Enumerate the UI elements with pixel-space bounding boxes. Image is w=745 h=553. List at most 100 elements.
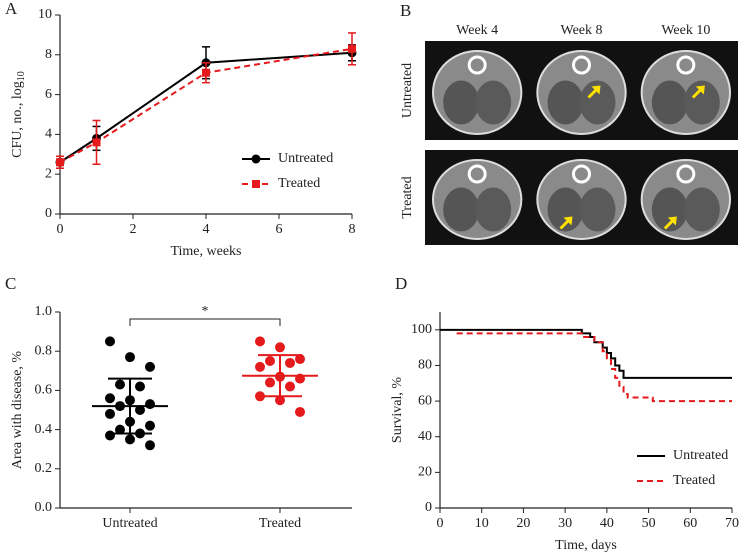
y-tick-label: 10 (38, 7, 52, 22)
y-axis-label: Area with disease, % (10, 351, 25, 470)
ct-lung (443, 80, 480, 125)
ct-lung (547, 80, 584, 125)
y-tick-label: 2 (45, 166, 52, 181)
y-tick-label: 0 (425, 500, 432, 515)
marker (251, 154, 261, 164)
point (135, 381, 145, 392)
x-axis-label: Time, weeks (170, 244, 241, 259)
column-label: Week 10 (661, 23, 710, 38)
arrow-head (563, 216, 573, 226)
y-tick-label: 6 (45, 87, 52, 102)
ct-lung (579, 187, 616, 232)
x-tick-label: 6 (276, 222, 283, 237)
x-tick-label: 30 (558, 516, 572, 531)
y-axis-label-text: Area with disease, % (10, 351, 25, 470)
point (145, 440, 155, 451)
ct-spine (676, 55, 696, 75)
y-tick-label: 20 (418, 465, 432, 480)
series-line (456, 332, 732, 403)
y-axis-label: CFU, no., log10 (10, 71, 27, 158)
arrow-head (591, 85, 601, 95)
significance-bracket (129, 318, 281, 326)
arrow-head (695, 85, 705, 95)
x-tick-label: Untreated (102, 516, 157, 531)
y-tick-label: 8 (45, 47, 52, 62)
y-tick-label: 80 (418, 358, 432, 373)
ct-spine (467, 55, 487, 75)
y-axis-label-text: CFU, no., log (10, 81, 25, 158)
point (105, 408, 115, 419)
y-tick-label: 4 (45, 127, 52, 142)
sd-bar (258, 354, 302, 398)
point (125, 352, 135, 363)
x-tick-label: 10 (475, 516, 489, 531)
point (295, 406, 305, 417)
y-axis-label-sub: 10 (16, 71, 27, 81)
point (105, 393, 115, 404)
x-tick-label: 4 (203, 222, 210, 237)
y-tick-label: 0.8 (35, 343, 53, 358)
point (255, 361, 265, 372)
ct-spine (572, 164, 591, 184)
ct-lung (651, 80, 688, 125)
point (115, 424, 125, 435)
x-tick-label: 50 (642, 516, 656, 531)
arrow-head (667, 216, 677, 226)
point (265, 356, 275, 366)
column-label: Week 8 (560, 23, 602, 38)
y-tick-label: 0.2 (35, 461, 53, 476)
y-tick-label: 1.0 (35, 304, 53, 319)
marker (92, 138, 101, 147)
y-tick-label: 0.0 (35, 500, 53, 515)
point (115, 379, 125, 390)
x-tick-label: 20 (516, 516, 530, 531)
panel-label: C (5, 274, 16, 293)
point (285, 381, 295, 392)
ct-lung (547, 187, 584, 232)
point (285, 357, 295, 368)
marker (252, 180, 260, 188)
point (105, 430, 115, 441)
legend-label: Untreated (278, 151, 333, 166)
point (145, 361, 155, 372)
x-tick-label: 2 (130, 222, 137, 237)
x-tick-label: Treated (259, 516, 301, 531)
x-tick-label: 0 (57, 222, 64, 237)
y-tick-label: 0 (45, 206, 52, 221)
marker (202, 68, 210, 77)
x-tick-label: 8 (349, 222, 356, 237)
point (295, 354, 305, 365)
legend-label: Untreated (673, 448, 728, 463)
y-axis-label: Survival, % (390, 377, 405, 443)
point (255, 336, 265, 347)
x-tick-label: 70 (725, 516, 739, 531)
ct-lung (683, 187, 720, 232)
point (145, 420, 155, 431)
sd-bar (108, 377, 152, 435)
point (135, 405, 145, 415)
row-label: Treated (400, 176, 415, 218)
panel-label: D (395, 274, 407, 293)
ct-lung (651, 187, 688, 232)
x-axis-label: Time, days (555, 538, 617, 553)
y-axis-label-text: Survival, % (390, 377, 405, 443)
ct-lung (683, 80, 720, 125)
x-tick-label: 0 (437, 516, 444, 531)
significance-label: * (202, 304, 209, 319)
x-tick-label: 60 (683, 516, 697, 531)
panel-label: A (5, 0, 18, 18)
y-tick-label: 40 (418, 429, 432, 444)
legend-label: Treated (673, 473, 715, 488)
column-label: Week 4 (456, 23, 498, 38)
ct-lung (475, 80, 512, 125)
point (265, 377, 275, 388)
legend-label: Treated (278, 176, 320, 191)
y-tick-label: 100 (411, 322, 432, 337)
point (105, 336, 115, 347)
ct-lung (579, 80, 616, 125)
marker (348, 44, 356, 53)
panel-label: B (400, 1, 411, 20)
series-line (59, 47, 353, 164)
point (275, 342, 285, 353)
